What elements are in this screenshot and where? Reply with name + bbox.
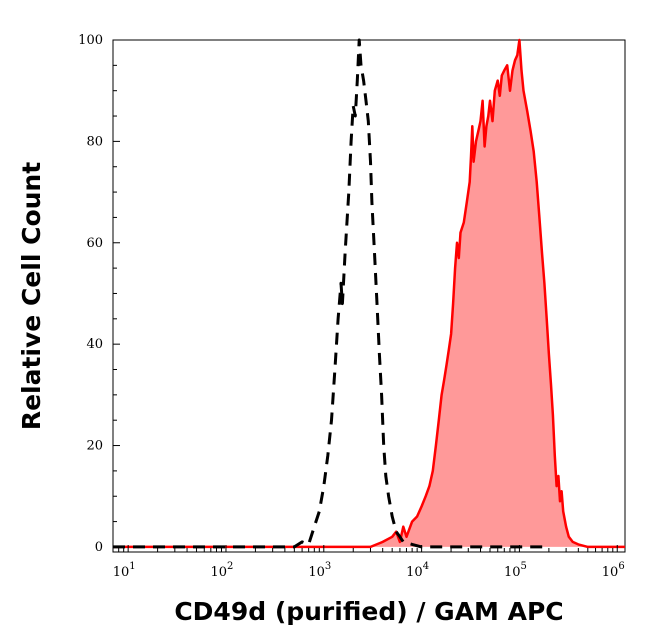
series-layer: [113, 38, 625, 549]
series-line-control: [113, 38, 549, 549]
x-axis-title: CD49d (purified) / GAM APC: [174, 597, 563, 626]
x-tick-label: 106: [602, 561, 625, 580]
x-tick-label: 102: [211, 561, 234, 580]
y-axis-title: Relative Cell Count: [17, 162, 46, 430]
series-area-fill: [113, 40, 625, 547]
y-tick-label: 40: [86, 337, 103, 352]
series-line-stained: [113, 38, 625, 549]
x-axis-ticks: 101 102 103 104 105 106: [112, 545, 625, 580]
x-tick-label: 101: [113, 561, 136, 580]
x-tick-label: 104: [406, 561, 429, 580]
x-tick-label: 103: [308, 561, 331, 580]
y-tick-label: 80: [86, 134, 103, 149]
y-tick-label: 20: [86, 439, 103, 454]
y-tick-label: 100: [78, 33, 103, 48]
x-tick-label: 105: [504, 561, 527, 580]
y-tick-label: 0: [95, 540, 103, 555]
y-tick-label: 60: [86, 236, 103, 251]
y-axis-ticks: 0 20 40 60 80 100: [78, 33, 120, 555]
